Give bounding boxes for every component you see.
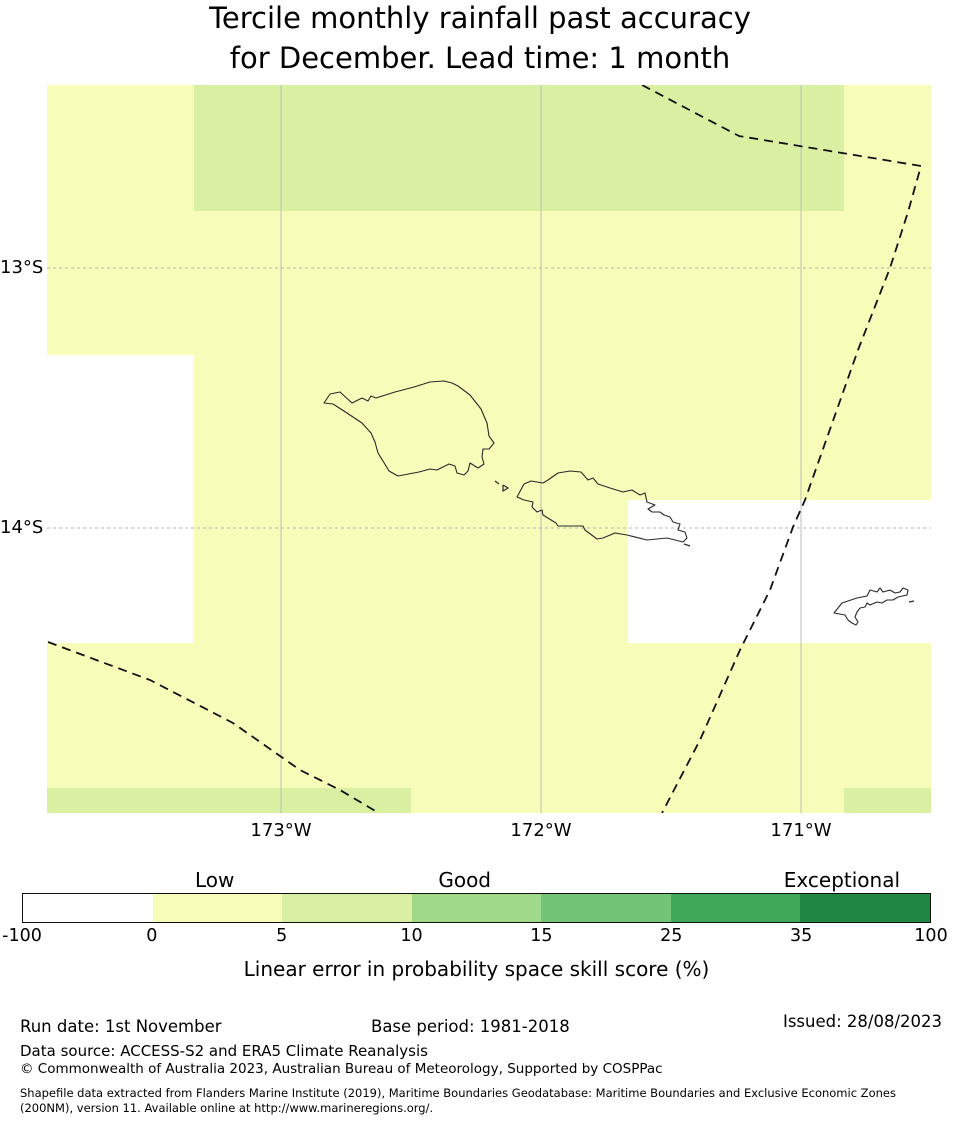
cell-south-east-5-10 <box>844 788 931 813</box>
chart-title: Tercile monthly rainfall past accuracy f… <box>0 0 960 78</box>
colorbar-tick-label: -100 <box>2 926 42 946</box>
run-date-text: Run date: 1st November <box>20 1017 222 1036</box>
colorbar-title: Linear error in probability space skill … <box>243 957 710 981</box>
island-outline-tutuila <box>833 587 909 626</box>
cell-west-nodata <box>47 355 194 643</box>
colorbar-tick-label: 15 <box>530 926 553 946</box>
colorbar-category-label: Low <box>195 868 235 892</box>
cell-north-band-5-10 <box>194 85 844 211</box>
colorbar-category-label: Exceptional <box>783 868 901 892</box>
title-line-1: Tercile monthly rainfall past accuracy <box>209 1 751 35</box>
colorbar-tick-label: 10 <box>400 926 423 946</box>
base-period-text: Base period: 1981-2018 <box>371 1017 570 1036</box>
latitude-tick-label: 13°S <box>0 257 44 279</box>
islet-outline <box>494 480 500 485</box>
colorbar <box>22 893 931 923</box>
eez-boundary-line <box>641 85 922 813</box>
colorbar-category-label: Good <box>438 868 492 892</box>
copyright-text: © Commonwealth of Australia 2023, Austra… <box>20 1061 663 1077</box>
colorbar-segment-bin_10_15 <box>411 894 542 922</box>
colorbar-tick-label: 35 <box>790 926 813 946</box>
latitude-tick-label: 14°S <box>0 517 44 539</box>
data-source-text: Data source: ACCESS-S2 and ERA5 Climate … <box>20 1042 428 1060</box>
islet-outline <box>502 484 510 493</box>
longitude-tick-label: 173°W <box>250 820 312 841</box>
colorbar-segment-bin_35_100 <box>800 894 931 922</box>
islet-outline <box>908 600 915 603</box>
colorbar-segment-no_data <box>23 894 153 922</box>
map-panel: 173°W 172°W 171°W 13°S 14°S <box>0 85 931 841</box>
colorbar-segment-bin_5_10 <box>282 894 412 922</box>
colorbar-tick-label: 25 <box>660 926 683 946</box>
map-canvas <box>47 85 931 813</box>
colorbar-segment-bin_0_5 <box>152 894 283 922</box>
shapefile-note-line-2: (200NM), version 11. Available online at… <box>20 1101 434 1115</box>
colorbar-legend: Low Good Exceptional -100 0 5 10 15 25 35 100 Lin… <box>2 866 948 981</box>
colorbar-segment-bin_15_25 <box>541 894 671 922</box>
longitude-tick-label: 172°W <box>510 820 572 841</box>
shapefile-note-line-1: Shapefile data extracted from Flanders M… <box>20 1086 896 1100</box>
colorbar-tick-label: 0 <box>146 926 158 946</box>
cell-south-central-nodata <box>628 500 931 643</box>
colorbar-tick-label: 5 <box>276 926 288 946</box>
colorbar-ticks: -100 0 5 10 15 25 35 100 <box>2 926 948 948</box>
colorbar-categories: Low Good Exceptional <box>22 866 931 893</box>
island-outline-upolu <box>516 470 688 543</box>
title-line-2: for December. Lead time: 1 month <box>229 41 731 75</box>
issued-date-text: Issued: 28/08/2023 <box>782 1012 942 1031</box>
colorbar-tick-label: 100 <box>914 926 948 946</box>
longitude-tick-label: 171°W <box>770 820 832 841</box>
cell-south-west-5-10 <box>47 788 411 813</box>
islet-outline <box>683 543 691 547</box>
colorbar-segment-bin_25_35 <box>670 894 801 922</box>
island-outline-savaii <box>323 380 495 477</box>
eez-boundary-line <box>47 641 378 813</box>
